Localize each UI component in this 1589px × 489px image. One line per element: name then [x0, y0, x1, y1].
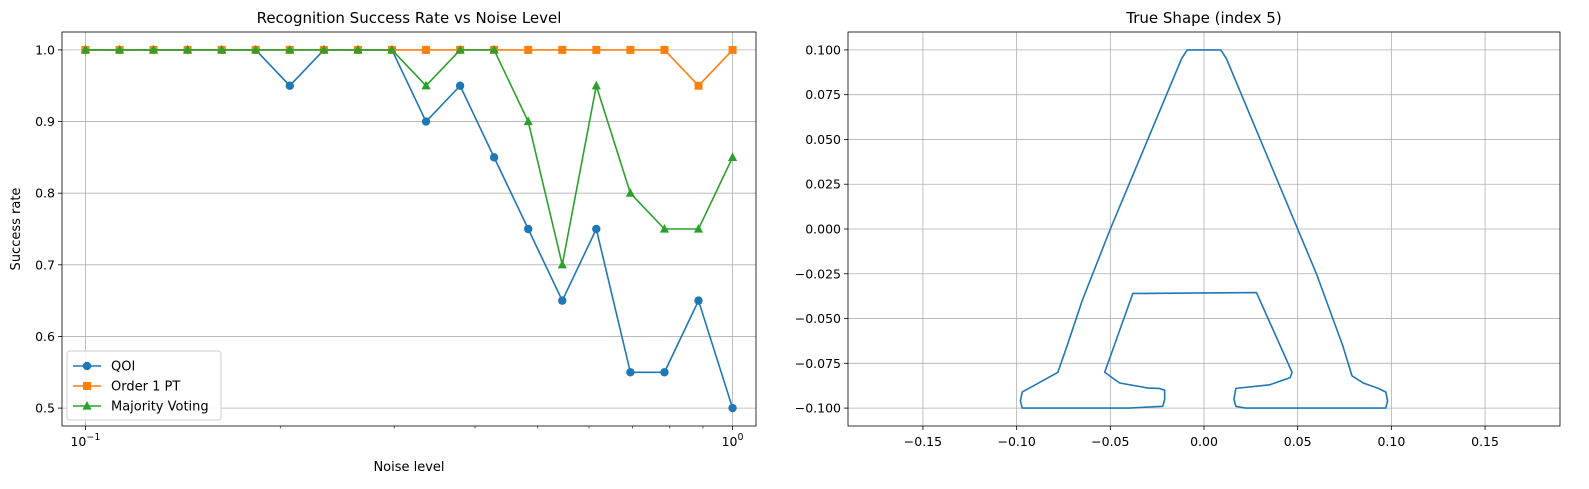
y-tick-label: 0.7 [35, 257, 55, 272]
data-point [523, 116, 533, 126]
data-point [422, 45, 431, 54]
data-point [626, 45, 635, 54]
data-point [557, 259, 567, 269]
legend-item: QOI [73, 360, 135, 375]
legend-marker [82, 401, 92, 410]
legend-label: QOI [111, 360, 135, 375]
shape-outline [1019, 49, 1389, 409]
legend-item: Order 1 PT [73, 380, 180, 395]
legend-label: Majority Voting [111, 400, 209, 415]
data-point [524, 45, 533, 54]
series-line [85, 49, 734, 266]
y-tick-label: −0.025 [795, 266, 841, 281]
data-point [455, 44, 465, 54]
data-point [148, 44, 159, 54]
data-point [285, 81, 294, 90]
x-axis-label: Noise level [373, 460, 444, 475]
data-point [182, 44, 193, 54]
legend-item: Majority Voting [73, 400, 209, 415]
y-tick-label: 0.000 [805, 222, 841, 237]
y-axis-label: Success rate [9, 188, 24, 271]
data-point [489, 44, 499, 54]
data-point [558, 45, 567, 54]
data-point [80, 44, 91, 54]
data-point [217, 44, 227, 54]
data-point [693, 224, 704, 233]
data-point [592, 224, 601, 234]
data-point [387, 44, 397, 54]
chart-title: Recognition Success Rate vs Noise Level [257, 9, 562, 27]
data-point [591, 80, 601, 90]
x-tick-label: 100 [722, 432, 744, 449]
legend: QOI Order 1 PT Majority Voting [66, 350, 222, 421]
data-point [421, 117, 431, 126]
data-point [489, 153, 499, 162]
data-point [659, 224, 670, 233]
data-point [455, 81, 465, 90]
data-point [251, 44, 261, 54]
y-tick-label: 0.025 [805, 177, 841, 192]
data-point [114, 44, 125, 54]
legend-label: Order 1 PT [111, 380, 180, 395]
y-tick-label: −0.075 [795, 356, 841, 371]
data-point [353, 44, 363, 54]
data-point [626, 368, 635, 377]
data-point [727, 152, 738, 161]
y-tick-label: 0.6 [35, 329, 55, 344]
data-point [694, 296, 703, 305]
y-tick-label: 0.8 [35, 186, 55, 201]
y-tick-label: −0.050 [795, 311, 841, 326]
data-point [660, 368, 669, 377]
legend-frame [66, 350, 222, 421]
legend-marker [83, 382, 91, 390]
data-point [728, 403, 737, 413]
x-tick-label: −0.05 [1091, 434, 1129, 449]
series-majority-voting [80, 44, 738, 269]
legend-marker [82, 361, 92, 371]
y-tick-label: 0.100 [805, 42, 841, 57]
axes-frame [61, 31, 757, 427]
true-shape-plot: −0.15 −0.10 −0.05 0.00 0.05 0.10 0.15 −0.100 −0.… [795, 9, 1561, 449]
success-rate-plot: 10−1 100 0.5 0.6 0.7 0.8 0.9 1.0 Recognition Suc… [9, 9, 757, 475]
data-point [694, 81, 703, 90]
x-tick-label: 0.10 [1377, 434, 1405, 449]
data-point [660, 45, 669, 54]
data-point [421, 80, 431, 90]
data-point [524, 224, 533, 234]
data-point [625, 188, 635, 197]
y-tick-label: 0.075 [805, 87, 841, 102]
x-tick-label: −0.15 [904, 434, 942, 449]
data-point [592, 45, 601, 54]
y-tick-label: 1.0 [35, 42, 55, 57]
y-tick-label: 0.050 [805, 132, 841, 147]
data-point [728, 45, 737, 54]
y-tick-label: 0.5 [35, 401, 55, 416]
data-point [319, 44, 329, 54]
x-tick-label: −0.10 [997, 434, 1035, 449]
x-tick-label: 0.00 [1190, 434, 1218, 449]
x-tick-label: 10−1 [70, 432, 100, 449]
chart-title: True Shape (index 5) [1125, 9, 1281, 27]
x-tick-label: 0.15 [1471, 434, 1499, 449]
x-tick-label: 0.05 [1284, 434, 1312, 449]
y-tick-label: 0.9 [35, 114, 55, 129]
data-point [558, 296, 567, 305]
data-point [285, 44, 295, 54]
y-tick-label: −0.100 [795, 401, 841, 416]
